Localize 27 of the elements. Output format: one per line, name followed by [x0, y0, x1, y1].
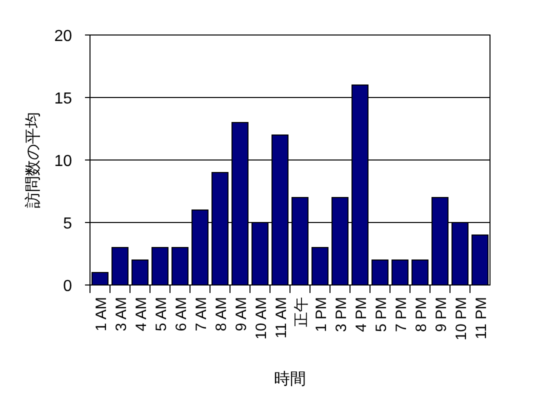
y-tick-label: 15 [54, 90, 72, 108]
x-tick-label: 正午 [293, 297, 310, 327]
x-tick-label: 1 PM [313, 297, 330, 332]
x-tick-label: 7 AM [193, 297, 210, 332]
x-tick-label: 3 AM [113, 297, 130, 332]
x-tick-label: 1 AM [93, 297, 110, 332]
x-tick-label: 4 AM [133, 297, 150, 332]
x-tick-label: 3 PM [333, 297, 350, 332]
x-tick-label: 9 PM [433, 297, 450, 332]
x-tick-label: 7 PM [393, 297, 410, 332]
y-tick-label: 0 [63, 278, 72, 295]
y-tick-label: 20 [54, 28, 72, 45]
x-tick-label: 4 PM [353, 297, 370, 332]
x-tick-label: 8 AM [213, 297, 230, 332]
y-tick-label: 10 [54, 153, 72, 170]
x-tick-label: 8 PM [413, 297, 430, 332]
y-tick-label: 5 [63, 216, 72, 232]
x-tick-label: 10 PM [453, 297, 470, 340]
y-axis-title: 訪問数の平均 [24, 112, 42, 208]
x-tick-label: 6 AM [173, 297, 190, 332]
x-axis-title: 時間 [274, 370, 306, 388]
x-tick-label: 11 PM [473, 297, 490, 340]
x-tick-label: 9 AM [233, 297, 250, 332]
x-tick-label: 11 AM [273, 297, 290, 338]
x-tick-label: 10 AM [253, 297, 270, 340]
x-tick-label: 5 AM [153, 297, 170, 332]
x-tick-label: 5 PM [373, 297, 390, 332]
